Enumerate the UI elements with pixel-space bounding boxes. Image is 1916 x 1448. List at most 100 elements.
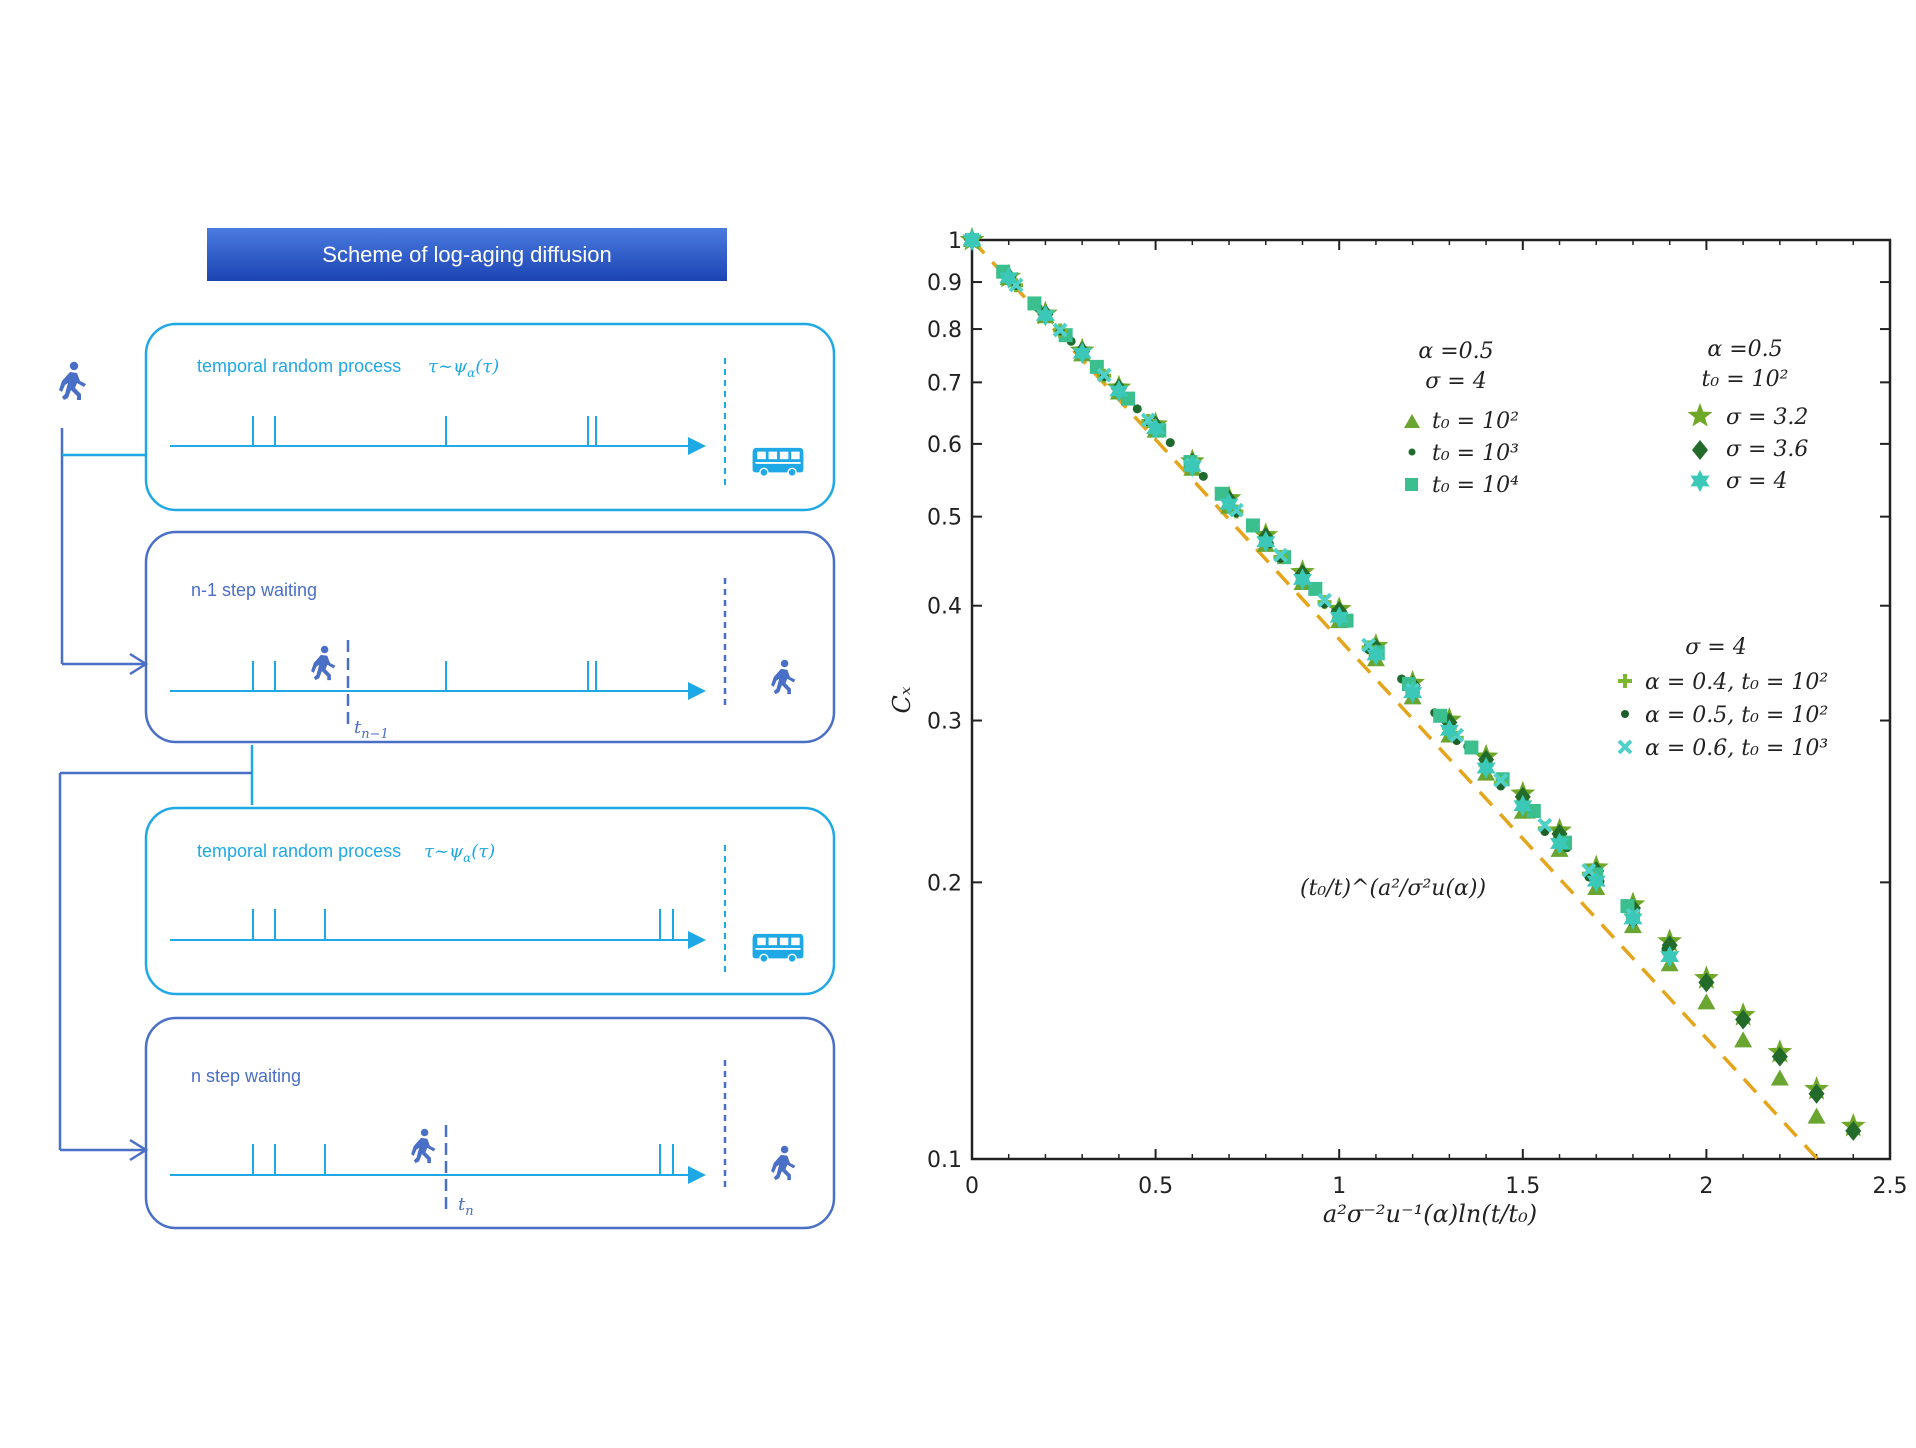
x-tick-label: 0.5 [1138, 1174, 1173, 1199]
y-tick-label: 0.3 [927, 710, 962, 735]
legend-title: t₀ = 10² [1702, 367, 1789, 392]
legend-marker-triangle [1404, 414, 1420, 428]
y-tick-label: 0.9 [927, 271, 962, 296]
legend-title: σ = 4 [1425, 369, 1486, 394]
walking-person-icon [311, 645, 336, 681]
panel-temporal-process-1: temporal random process τ~ψα(τ) [144, 322, 836, 512]
x-tick-label: 1 [1332, 1174, 1346, 1199]
legend-entry: α = 0.4, t₀ = 10² [1645, 670, 1828, 695]
data-point [1132, 404, 1142, 414]
timeline-arrow [688, 682, 706, 700]
timeline-arrow [688, 1166, 706, 1184]
data-point [1146, 417, 1166, 440]
data-point [1198, 471, 1208, 481]
x-tick-label: 1.5 [1505, 1174, 1540, 1199]
legend-marker-square [1405, 478, 1418, 491]
data-point [962, 229, 982, 251]
data-point [1182, 455, 1202, 478]
data-point [1623, 907, 1643, 930]
data-point [1513, 794, 1533, 817]
legend-title: α =0.5 [1418, 339, 1493, 364]
panel-label: n-1 step waiting [191, 580, 317, 600]
data-point [1403, 681, 1423, 704]
data-point [1845, 1120, 1862, 1141]
data-point [1537, 817, 1553, 833]
data-point [1214, 486, 1229, 501]
data-point [1035, 304, 1055, 327]
data-point [1734, 1031, 1753, 1048]
data-point [1329, 606, 1349, 629]
data-point [1464, 740, 1479, 755]
legend-entry: α = 0.5, t₀ = 10² [1645, 703, 1828, 728]
data-point [1361, 637, 1376, 653]
data-point [1245, 518, 1260, 533]
data-point [1807, 1107, 1826, 1124]
x-axis-label: a²σ⁻²u⁻¹(α)ln(t/t₀) [1323, 1200, 1537, 1228]
header-banner [207, 228, 727, 281]
walking-person-icon [411, 1128, 436, 1164]
x-tick-label: 2 [1699, 1174, 1713, 1199]
axis-ticks: 0 0.5 1 1.5 2 2.5 0.1 0.2 0.3 0.4 0.5 0.6 0.7 0.8 0.9 1 [927, 229, 1908, 1199]
time-label: tn [458, 1194, 474, 1219]
legend-marker-plus [1618, 674, 1632, 688]
data-point [1433, 708, 1448, 723]
legend-marker-hexstar [1690, 470, 1710, 492]
x-tick-label: 2.5 [1873, 1174, 1908, 1199]
data-point [1771, 1046, 1788, 1067]
data-point [1439, 719, 1459, 742]
scheme-diagram: Scheme of log-aging diffusion temporal r… [58, 228, 836, 1230]
data-point [1697, 993, 1716, 1010]
panel-formula: τ~ψα(τ) [424, 841, 495, 865]
header-title: Scheme of log-aging diffusion [322, 242, 611, 267]
legend-entry: α = 0.6, t₀ = 10³ [1645, 736, 1828, 761]
panel-n-minus-1-step: n-1 step waiting tn−1 [144, 530, 836, 744]
data-point [1273, 547, 1288, 563]
legend-marker-star [1687, 403, 1713, 427]
y-axis-label: Cₓ [888, 686, 916, 713]
legend-marker-cross [1617, 739, 1633, 755]
data-point [1808, 1083, 1825, 1104]
y-tick-label: 0.1 [927, 1148, 962, 1173]
walking-person-icon [59, 361, 86, 400]
data-point [1735, 1009, 1752, 1030]
y-tick-label: 0.4 [927, 595, 962, 620]
legend-entry: σ = 4 [1726, 469, 1787, 494]
data-point [1620, 899, 1635, 914]
data-point [1493, 772, 1509, 788]
legend-group-t0: α =0.5 σ = 4 t₀ = 10² t₀ = 10³ t₀ = 10⁴ [1404, 339, 1519, 498]
legend-entry: σ = 3.6 [1726, 437, 1808, 462]
bus-icon [752, 447, 804, 478]
connector-lines [58, 428, 254, 1162]
y-tick-label: 0.2 [927, 871, 962, 896]
legend-marker-dot [1621, 710, 1629, 718]
y-tick-label: 0.7 [927, 371, 962, 396]
data-point [1550, 832, 1569, 855]
walking-person-icon [771, 659, 796, 695]
y-tick-label: 1 [948, 229, 962, 254]
data-point [1052, 322, 1068, 338]
data-point [1096, 367, 1112, 383]
data-point [1109, 379, 1129, 402]
data-point [1165, 438, 1175, 448]
data-point [1317, 592, 1332, 608]
data-point [1770, 1069, 1789, 1086]
legend-marker-hexstar [1690, 470, 1710, 492]
legend-marker-dot [1408, 448, 1416, 456]
y-tick-label: 0.5 [927, 506, 962, 531]
data-point [1581, 862, 1597, 878]
power-law-annotation: (t₀/t)^(a²/σ²u(α)) [1300, 876, 1486, 901]
legend-group-sigma: α =0.5 t₀ = 10² σ = 3.2 σ = 3.6 σ = 4 [1687, 337, 1808, 494]
bus-icon [752, 933, 804, 964]
data-point [1366, 643, 1386, 666]
data-point [1256, 530, 1276, 553]
legend-group-alpha: σ = 4 α = 0.4, t₀ = 10² α = 0.5, t₀ = 10… [1617, 635, 1828, 761]
legend-entry: t₀ = 10² [1432, 409, 1519, 434]
data-point [1586, 870, 1606, 893]
legend-marker-star [1687, 403, 1713, 427]
panel-temporal-process-2: temporal random process τ~ψα(τ) [144, 806, 836, 996]
chart: 0 0.5 1 1.5 2 2.5 0.1 0.2 0.3 0.4 0.5 0.6 0.7 0.8 0.9 1… [888, 227, 1908, 1228]
timeline-arrow [688, 437, 706, 455]
panel-label: temporal random process [197, 841, 401, 861]
legend-title: α =0.5 [1707, 337, 1782, 362]
panel-formula: τ~ψα(τ) [428, 356, 499, 380]
